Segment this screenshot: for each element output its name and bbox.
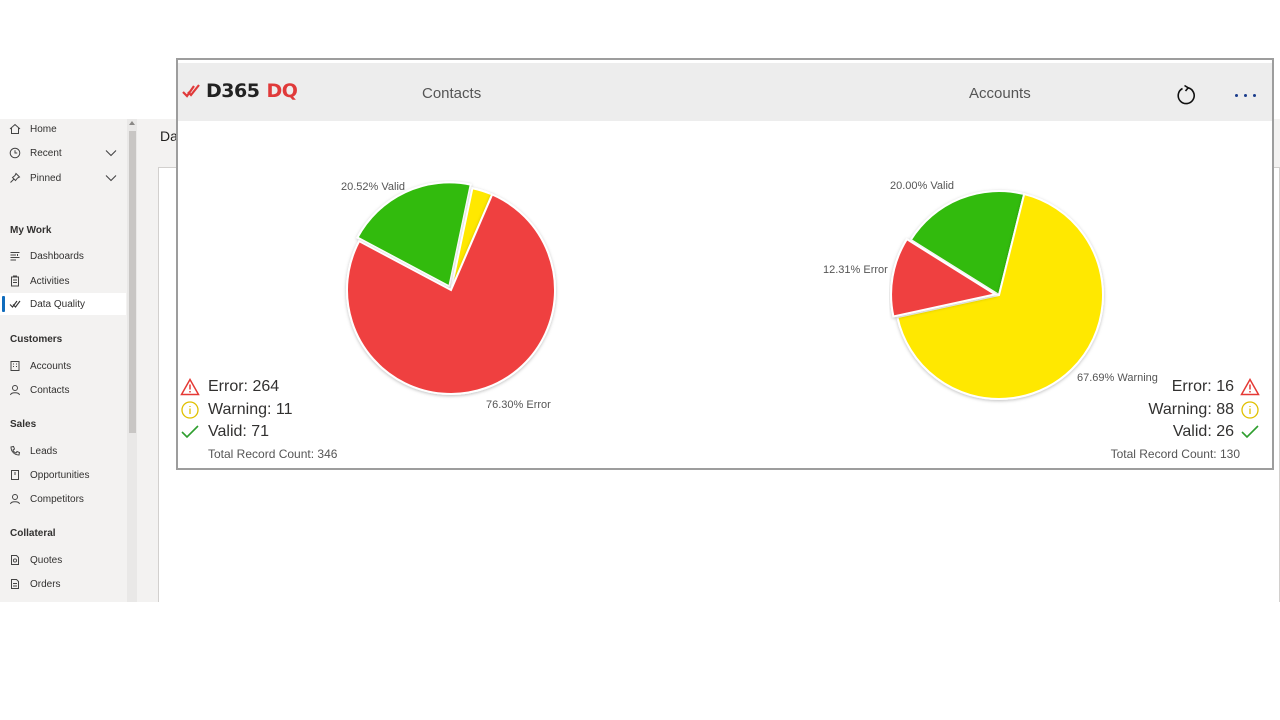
contacts-total-record-count: Total Record Count: 346 [208, 447, 338, 461]
sidebar-item-label: Contacts [30, 384, 70, 396]
sidebar-item-label: Competitors [30, 493, 84, 505]
home-icon [8, 122, 22, 136]
double-check-icon [182, 84, 200, 98]
dashboard-icon [8, 249, 22, 263]
refresh-icon [1177, 84, 1195, 105]
section-title-sales: Sales [10, 419, 37, 430]
sidebar-item-competitors[interactable]: Competitors [0, 488, 126, 510]
checkmark-icon [1241, 425, 1259, 439]
accounts-legend-warning: Warning: 88 [1148, 401, 1260, 419]
warning-triangle-icon [180, 378, 200, 396]
sidebar-item-contacts[interactable]: Contacts [0, 379, 126, 401]
accounts-total-record-count: Total Record Count: 130 [1110, 447, 1240, 461]
dq-widget: D365 DQ Contacts Accounts 20.52% Valid 7… [176, 58, 1274, 470]
quote-icon [8, 553, 22, 567]
section-title-my-work: My Work [10, 225, 52, 236]
dot [1235, 93, 1238, 97]
dot [1244, 93, 1247, 97]
sidebar-item-label: Pinned [30, 172, 62, 184]
sidebar-item-label: Orders [30, 578, 61, 590]
clipboard-icon [8, 274, 22, 288]
sidebar-item-label: Activities [30, 275, 70, 287]
sidebar-item-label: Home [30, 123, 57, 135]
legend-label: Warning: 88 [1148, 401, 1234, 418]
scroll-up-arrow-icon[interactable] [129, 121, 135, 125]
sidebar-item-home[interactable]: Home [0, 119, 126, 140]
info-circle-icon [1241, 401, 1259, 419]
chevron-down-icon[interactable] [104, 146, 118, 160]
accounts-slice-warning[interactable] [896, 192, 1104, 400]
tab-contacts[interactable]: Contacts [422, 85, 482, 102]
widget-header-bar: D365 DQ Contacts Accounts [178, 63, 1272, 121]
accounts-warning-pct-label: 67.69% Warning [1077, 372, 1158, 384]
sidebar-item-activities[interactable]: Activities [0, 270, 126, 292]
document-icon [8, 468, 22, 482]
sidebar-item-dashboards[interactable]: Dashboards [0, 245, 126, 267]
person-icon [8, 383, 22, 397]
phone-icon [8, 444, 22, 458]
accounts-slice-valid[interactable] [909, 190, 1026, 297]
legend-label: Error: 264 [208, 378, 280, 395]
building-icon [8, 359, 22, 373]
tab-accounts[interactable]: Accounts [969, 85, 1031, 102]
checkmark-icon [181, 425, 199, 439]
contacts-slice-error[interactable] [346, 193, 556, 395]
pin-icon [8, 171, 22, 185]
sidebar-item-label: Recent [30, 147, 62, 159]
sidebar-item-orders[interactable]: Orders [0, 573, 126, 595]
accounts-pie-chart [890, 190, 1104, 400]
brand-name: D365 [206, 80, 260, 102]
contacts-legend-valid: Valid: 71 [180, 423, 269, 441]
sidebar-item-leads[interactable]: Leads [0, 440, 126, 462]
contacts-legend-warning: Warning: 11 [180, 401, 292, 419]
accounts-slice-error[interactable] [890, 237, 998, 318]
person-icon [8, 492, 22, 506]
double-check-icon [8, 297, 22, 311]
legend-label: Warning: 11 [208, 401, 293, 418]
sidebar-item-label: Accounts [30, 360, 72, 372]
brand-logo: D365 DQ [182, 80, 298, 102]
sidebar-item-data-quality[interactable]: Data Quality [0, 293, 126, 315]
accounts-error-pct-label: 12.31% Error [823, 264, 888, 276]
sidebar-scroll-thumb[interactable] [129, 131, 136, 433]
sidebar-item-pinned[interactable]: Pinned [0, 167, 126, 189]
more-options-button[interactable] [1235, 88, 1263, 102]
legend-label: Error: 16 [1171, 378, 1234, 395]
accounts-valid-pct-label: 20.00% Valid [890, 180, 955, 192]
section-title-customers: Customers [10, 334, 63, 345]
contacts-legend-error: Error: 264 [180, 378, 279, 396]
sidebar-item-label: Leads [30, 445, 58, 457]
sidebar-item-accounts[interactable]: Accounts [0, 355, 126, 377]
sidebar-item-opportunities[interactable]: Opportunities [0, 464, 126, 486]
sidebar-item-label: Opportunities [30, 469, 90, 481]
section-title-collateral: Collateral [10, 528, 56, 539]
refresh-button[interactable] [1175, 84, 1197, 106]
contacts-pie-chart [346, 181, 556, 395]
legend-label: Valid: 71 [208, 423, 270, 440]
sidebar-item-label: Dashboards [30, 250, 84, 262]
sidebar-item-label: Data Quality [30, 298, 86, 310]
clock-icon [8, 146, 22, 160]
contacts-error-pct-label: 76.30% Error [486, 399, 551, 411]
order-icon [8, 577, 22, 591]
info-circle-icon [181, 401, 199, 419]
accounts-legend-error: Error: 16 [1172, 378, 1260, 396]
sidebar-item-label: Quotes [30, 554, 63, 566]
accounts-legend-valid: Valid: 26 [1173, 423, 1260, 441]
brand-accent: DQ [266, 80, 298, 102]
sidebar-item-quotes[interactable]: Quotes [0, 549, 126, 571]
sidebar-item-recent[interactable]: Recent [0, 142, 126, 164]
chevron-down-icon[interactable] [104, 171, 118, 185]
contacts-valid-pct-label: 20.52% Valid [341, 181, 406, 193]
legend-label: Valid: 26 [1172, 423, 1234, 440]
sidebar-nav: Home Recent Pinned My Work Dashb [0, 119, 138, 602]
dot [1253, 93, 1256, 97]
warning-triangle-icon [1240, 378, 1260, 396]
contacts-slice-valid[interactable] [356, 181, 472, 288]
